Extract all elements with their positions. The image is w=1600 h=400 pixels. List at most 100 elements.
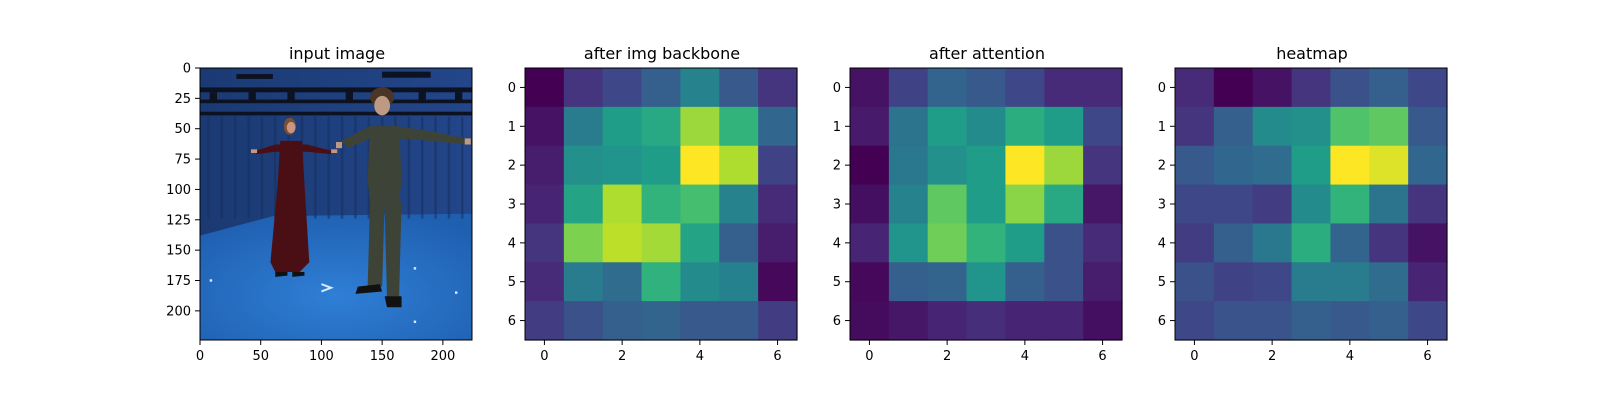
heatmap-cell-r6-c1 bbox=[563, 301, 604, 341]
heatmap-cell-r2-c2 bbox=[602, 145, 643, 186]
heatmap-cell-r2-c1 bbox=[563, 145, 604, 186]
heatmap-cell-r5-c5 bbox=[719, 262, 759, 302]
panel-title-heatmap: heatmap bbox=[1276, 44, 1348, 63]
x-tick-label: 2 bbox=[1268, 349, 1276, 364]
heatmap-cell-r1-c5 bbox=[1369, 106, 1409, 147]
heatmap-cell-r0-c4 bbox=[1005, 68, 1045, 108]
heatmap-cell-r4-c1 bbox=[888, 223, 929, 263]
y-tick-label: 0 bbox=[833, 81, 841, 96]
panel-after-img-backbone: after img backbone 0 2 4 6 0 1 2 3 4 5 6 bbox=[508, 44, 798, 364]
heatmap-cell-r1-c1 bbox=[888, 106, 929, 147]
y-tick-label: 2 bbox=[1158, 159, 1166, 174]
y-tick-label: 2 bbox=[508, 159, 516, 174]
x-tick-label: 0 bbox=[540, 349, 548, 364]
heatmap-cell-r1-c3 bbox=[966, 106, 1007, 147]
heatmap-cell-r6-c0 bbox=[850, 301, 890, 341]
x-tick-label: 4 bbox=[1346, 349, 1354, 364]
heatmap-cell-r1-c2 bbox=[1252, 106, 1293, 147]
heatmap-cell-r3-c2 bbox=[927, 184, 968, 225]
heatmap-cell-r1-c0 bbox=[850, 106, 890, 147]
heatmap-cell-r5-c5 bbox=[1044, 262, 1084, 302]
heatmap-cell-r5-c3 bbox=[1291, 262, 1332, 302]
heatmap-cell-r2-c4 bbox=[1005, 145, 1045, 186]
heatmap-cell-r4-c4 bbox=[1330, 223, 1370, 263]
y-tick-label: 5 bbox=[1158, 275, 1166, 290]
heatmap-cell-r2-c6 bbox=[758, 145, 798, 186]
x-tick-label: 2 bbox=[943, 349, 951, 364]
heatmap-cell-r4-c4 bbox=[1005, 223, 1045, 263]
photo-lighting-rig bbox=[200, 71, 472, 116]
heatmap-cell-r6-c6 bbox=[1083, 301, 1123, 341]
x-tick-label: 4 bbox=[696, 349, 704, 364]
y-tick-label: 150 bbox=[166, 244, 191, 259]
heatmap-cell-r1-c0 bbox=[1175, 106, 1215, 147]
y-tick-label: 25 bbox=[174, 92, 191, 107]
heatmap-cell-r3-c3 bbox=[641, 184, 682, 225]
heatmap-cell-r2-c3 bbox=[1291, 145, 1332, 186]
photo-floor bbox=[200, 213, 472, 340]
heatmap-cell-r5-c3 bbox=[641, 262, 682, 302]
heatmap-cell-r0-c2 bbox=[602, 68, 643, 108]
heatmap-cell-r1-c2 bbox=[927, 106, 968, 147]
axes-after-attention: 0 2 4 6 0 1 2 3 4 5 6 bbox=[833, 67, 1123, 364]
panel-after-attention: after attention 0 2 4 6 0 1 2 3 4 5 6 bbox=[833, 44, 1123, 364]
photo-floor-marks bbox=[209, 267, 458, 323]
heatmap-cell-r0-c3 bbox=[641, 68, 682, 108]
heatmap-cell-r2-c4 bbox=[1330, 145, 1370, 186]
heatmap-cell-r3-c4 bbox=[1330, 184, 1370, 225]
y-tick-label: 75 bbox=[174, 153, 191, 168]
heatmap-cell-r5-c0 bbox=[525, 262, 565, 302]
heatmap-cell-r5-c4 bbox=[1005, 262, 1045, 302]
heatmap-heatmap bbox=[1175, 68, 1448, 341]
panel-title-after-img-backbone: after img backbone bbox=[584, 44, 740, 63]
heatmap-cell-r3-c4 bbox=[680, 184, 720, 225]
heatmap-cell-r2-c6 bbox=[1083, 145, 1123, 186]
heatmap-cell-r4-c5 bbox=[1044, 223, 1084, 263]
heatmap-cell-r5-c5 bbox=[1369, 262, 1409, 302]
heatmap-cell-r3-c0 bbox=[1175, 184, 1215, 225]
y-tick-label: 6 bbox=[508, 314, 516, 329]
heatmap-cell-r6-c3 bbox=[1291, 301, 1332, 341]
heatmap-cell-r6-c6 bbox=[1408, 301, 1448, 341]
heatmap-cell-r5-c4 bbox=[680, 262, 720, 302]
x-tick-label: 0 bbox=[865, 349, 873, 364]
x-tick-label: 200 bbox=[430, 349, 455, 364]
x-tick-label: 0 bbox=[1190, 349, 1198, 364]
y-tick-label: 5 bbox=[508, 275, 516, 290]
x-tick-label: 4 bbox=[1021, 349, 1029, 364]
heatmap-cell-r4-c0 bbox=[1175, 223, 1215, 263]
heatmap-cell-r6-c5 bbox=[1044, 301, 1084, 341]
heatmap-cell-r0-c4 bbox=[1330, 68, 1370, 108]
heatmap-cell-r0-c0 bbox=[525, 68, 565, 108]
heatmap-cell-r2-c6 bbox=[1408, 145, 1448, 186]
heatmap-cell-r0-c4 bbox=[680, 68, 720, 108]
heatmap-cell-r2-c5 bbox=[1044, 145, 1084, 186]
x-tick-label: 6 bbox=[1423, 349, 1431, 364]
y-tick-label: 4 bbox=[1158, 236, 1166, 251]
heatmap-cell-r5-c6 bbox=[1083, 262, 1123, 302]
heatmap-cell-r6-c5 bbox=[719, 301, 759, 341]
heatmap-cell-r4-c2 bbox=[1252, 223, 1293, 263]
y-tick-label: 1 bbox=[1158, 120, 1166, 135]
x-tick-label: 100 bbox=[309, 349, 334, 364]
heatmap-cell-r5-c2 bbox=[602, 262, 643, 302]
heatmap-cell-r2-c0 bbox=[850, 145, 890, 186]
heatmap-cell-r3-c6 bbox=[1083, 184, 1123, 225]
heatmap-cell-r3-c0 bbox=[850, 184, 890, 225]
heatmap-cell-r4-c3 bbox=[641, 223, 682, 263]
photo-man-figure bbox=[336, 87, 471, 308]
heatmap-cell-r0-c3 bbox=[1291, 68, 1332, 108]
y-tick-label: 0 bbox=[508, 81, 516, 96]
heatmap-cell-r2-c1 bbox=[888, 145, 929, 186]
x-tick-label: 0 bbox=[196, 349, 204, 364]
heatmap-cell-r1-c4 bbox=[1330, 106, 1370, 147]
heatmap-cell-r0-c1 bbox=[563, 68, 604, 108]
heatmap-cell-r1-c1 bbox=[1213, 106, 1254, 147]
heatmap-cell-r6-c6 bbox=[758, 301, 798, 341]
heatmap-cell-r6-c3 bbox=[641, 301, 682, 341]
heatmap-cell-r3-c2 bbox=[1252, 184, 1293, 225]
heatmap-cell-r4-c1 bbox=[563, 223, 604, 263]
panel-heatmap: heatmap 0 2 4 6 0 1 2 3 4 5 6 bbox=[1158, 44, 1448, 364]
heatmap-cell-r5-c1 bbox=[563, 262, 604, 302]
